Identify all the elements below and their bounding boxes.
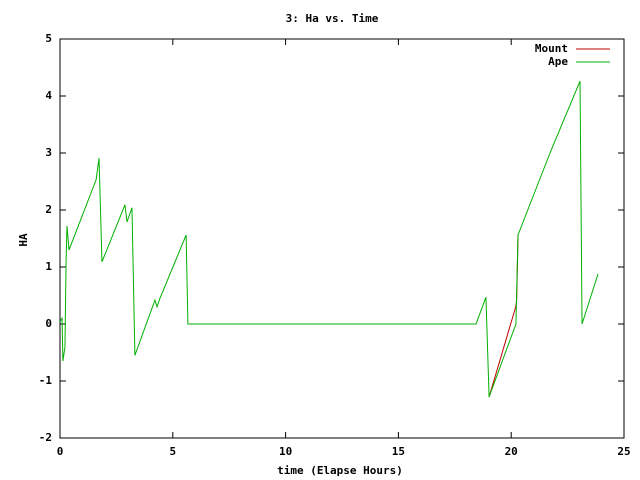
series-line <box>59 80 599 398</box>
plot-frame <box>59 38 625 439</box>
x-tick-label: 0 <box>57 445 64 458</box>
y-tick-label: 1 <box>45 260 52 273</box>
y-tick-label: 2 <box>45 203 52 216</box>
x-tick-label: 10 <box>279 445 292 458</box>
x-tick-label: 20 <box>505 445 518 458</box>
y-tick-label: 3 <box>45 146 52 159</box>
chart-title: 3: Ha vs. Time <box>286 12 379 25</box>
y-tick-label: 4 <box>45 89 52 102</box>
legend-label: Mount <box>535 42 568 55</box>
legend-label: Ape <box>548 55 568 68</box>
y-tick-label: -1 <box>39 374 53 387</box>
x-tick-label: 5 <box>169 445 176 458</box>
y-tick-label: 5 <box>45 32 52 45</box>
y-axis-label: HA <box>17 233 30 247</box>
x-tick-label: 25 <box>617 445 630 458</box>
x-tick-label: 15 <box>392 445 405 458</box>
series-line <box>488 235 519 398</box>
y-tick-label: 0 <box>45 317 52 330</box>
y-tick-label: -2 <box>39 431 52 444</box>
x-axis-label: time (Elapse Hours) <box>277 464 403 477</box>
